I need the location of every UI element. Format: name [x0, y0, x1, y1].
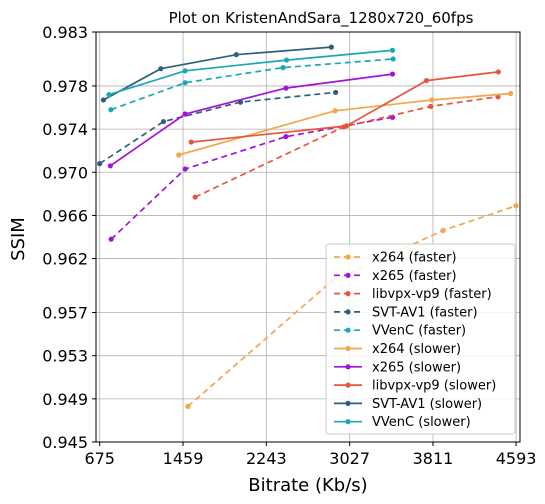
y-axis-label: SSIM: [8, 217, 29, 261]
data-point: [389, 47, 396, 53]
x-tick-label: 675: [84, 449, 115, 468]
data-point: [495, 69, 501, 75]
data-point: [176, 152, 182, 158]
legend-label: libvpx-vp9 (faster): [372, 287, 492, 302]
series-line: [99, 91, 336, 165]
legend-label: x265 (slower): [372, 360, 461, 375]
data-point: [182, 111, 188, 117]
series-8: [100, 44, 334, 103]
plot-frame: [95, 31, 521, 443]
data-point: [182, 80, 188, 86]
data-point: [107, 163, 113, 169]
series-3: [97, 89, 339, 167]
series-line: [110, 58, 394, 111]
series-9: [106, 47, 396, 98]
legend-label: VVenC (slower): [372, 415, 471, 430]
data-point: [283, 134, 289, 140]
data-point: [182, 166, 188, 172]
legend-marker: [345, 291, 351, 297]
series-line: [109, 73, 393, 167]
data-point: [328, 44, 334, 50]
data-point: [513, 203, 519, 209]
x-tick-label: 1459: [163, 449, 204, 468]
x-tick-label: 3811: [413, 449, 454, 468]
y-tick-label: 0.953: [42, 347, 88, 366]
legend-box: [325, 243, 516, 435]
y-tick-label: 0.966: [42, 206, 88, 225]
y-tick-label: 0.978: [42, 77, 88, 96]
data-point: [428, 103, 434, 110]
data-point: [158, 66, 164, 72]
data-point: [440, 227, 446, 234]
legend-marker: [345, 364, 351, 370]
legend-marker: [345, 382, 351, 388]
series-line: [194, 95, 499, 198]
legend-marker: [345, 309, 351, 315]
data-point: [280, 65, 286, 71]
data-point: [343, 123, 350, 129]
legend: x264 (faster) x265 (faster) libvpx-vp9 (fa…: [325, 243, 516, 435]
legend-label: SVT-AV1 (slower): [372, 397, 482, 412]
y-tick-label: 0.957: [42, 304, 88, 323]
legend-label: SVT-AV1 (faster): [372, 305, 478, 320]
legend-label: x264 (slower): [372, 342, 461, 357]
data-point: [188, 139, 194, 145]
y-tick-label: 0.983: [42, 23, 88, 42]
data-point: [108, 107, 114, 113]
legend-label: VVenC (faster): [372, 324, 466, 339]
legend-marker: [345, 400, 351, 406]
data-point: [192, 194, 198, 200]
legend-marker: [345, 419, 351, 425]
chart-title: Plot on KristenAndSara_1280x720_60fps: [169, 9, 474, 28]
data-point: [160, 118, 167, 125]
y-tick-label: 0.970: [42, 163, 88, 182]
data-point: [283, 85, 289, 91]
y-tick-label: 0.949: [42, 390, 88, 409]
series-line: [108, 49, 393, 96]
x-tick-label: 2243: [246, 449, 287, 468]
series-7: [188, 69, 501, 145]
data-point: [182, 68, 188, 74]
data-point: [185, 403, 191, 409]
data-point: [332, 108, 338, 114]
x-axis-ticks: 675 1459 2243 3027 3811 4593: [84, 442, 536, 468]
legend-label: libvpx-vp9 (slower): [372, 379, 496, 394]
y-axis-ticks: 0.945 0.949 0.953 0.957 0.962 0.966 0.970 0.974…: [42, 23, 96, 452]
legend-marker: [345, 345, 351, 352]
data-point: [508, 90, 514, 97]
x-tick-label: 4593: [496, 449, 537, 468]
legend-marker: [345, 327, 351, 333]
y-tick-label: 0.945: [42, 433, 88, 452]
legend-label: x265 (faster): [372, 269, 457, 284]
legend-label: x264 (faster): [372, 251, 457, 266]
y-tick-label: 0.962: [42, 250, 88, 269]
legend-marker: [345, 272, 351, 278]
data-point: [108, 236, 114, 242]
x-tick-label: 3027: [329, 449, 370, 468]
data-point: [97, 161, 103, 167]
data-point: [429, 97, 435, 103]
series-line: [102, 46, 332, 101]
series-6: [107, 71, 396, 169]
series-4: [108, 56, 396, 113]
data-point: [100, 97, 107, 103]
data-point: [233, 52, 239, 58]
data-point: [390, 56, 396, 62]
data-point: [389, 71, 396, 77]
series-line: [191, 71, 499, 143]
y-tick-label: 0.974: [42, 120, 88, 139]
x-axis-label: Bitrate (Kb/s): [248, 475, 367, 496]
data-point: [333, 89, 339, 96]
data-point: [283, 57, 290, 63]
data-point: [106, 91, 112, 98]
legend-marker: [345, 254, 351, 260]
data-point: [423, 77, 430, 84]
